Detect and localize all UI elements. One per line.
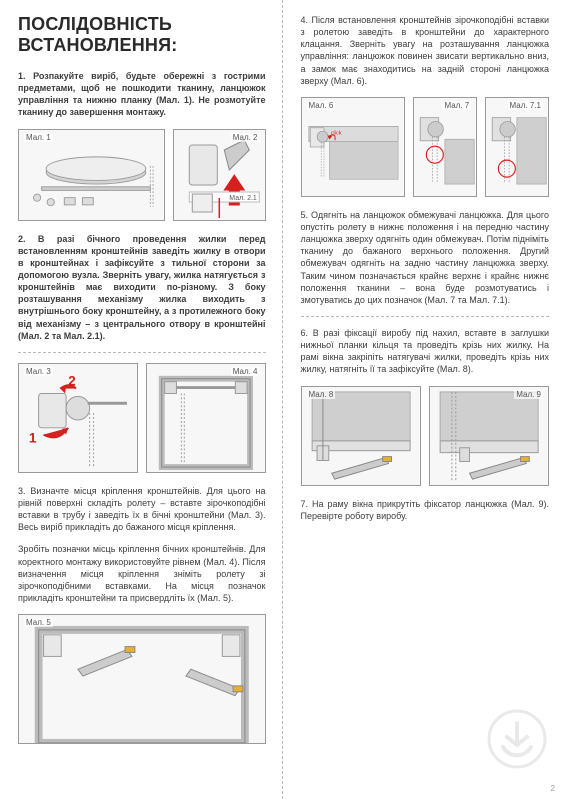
figure-2: Мал. 2 Мал. 2.1 [173,129,266,221]
figure-7-1-label: Мал. 7.1 [508,101,543,110]
right-column: 4. Після встановлення кронштейнів зірочк… [283,0,565,799]
left-column: ПОСЛІДОВНІСТЬ ВСТАНОВЛЕННЯ: 1. Розпакуйт… [0,0,283,799]
figure-5: Мал. 5 [18,614,266,744]
figure-6-label: Мал. 6 [307,101,336,110]
figure-8-label: Мал. 8 [307,390,336,399]
figure-7-1: Мал. 7.1 [485,97,549,197]
divider-left-1 [18,352,266,353]
page-number: 2 [551,784,555,793]
figure-row-5: Мал. 8 Мал. 9 [301,386,550,486]
figure-3-label: Мал. 3 [24,367,53,376]
step-2-text: 2. В разі бічного проведення жилки перед… [18,233,266,342]
step-1-text: 1. Розпакуйте виріб, будьте обережні з г… [18,70,266,119]
figure-8: Мал. 8 [301,386,421,486]
figure-7-label: Мал. 7 [442,101,471,110]
figure-1-label: Мал. 1 [24,133,53,142]
figure-9-label: Мал. 9 [514,390,543,399]
svg-text:click: click [330,130,341,136]
figure-9: Мал. 9 [429,386,549,486]
svg-text:1: 1 [29,430,37,445]
figure-6: Мал. 6 click [301,97,406,197]
figure-2-label: Мал. 2 [231,133,260,142]
watermark-icon [487,709,547,769]
figure-row-2: Мал. 3 1 2 Мал. 4 [18,363,266,473]
step-4-text: 4. Після встановлення кронштейнів зірочк… [301,14,550,87]
step-5-text: 5. Одягніть на ланцюжок обмежувачі ланцю… [301,209,550,306]
page-title: ПОСЛІДОВНІСТЬ ВСТАНОВЛЕННЯ: [18,14,266,56]
svg-text:Мал. 2.1: Мал. 2.1 [229,195,257,202]
divider-right-1 [301,316,550,317]
figure-3: Мал. 3 1 2 [18,363,138,473]
figure-1: Мал. 1 [18,129,165,221]
figure-5-label: Мал. 5 [24,618,53,627]
figure-4-label: Мал. 4 [231,367,260,376]
figure-4: Мал. 4 [146,363,266,473]
figure-row-1: Мал. 1 Мал. 2 [18,129,266,221]
figure-row-4: Мал. 6 click Мал. 7 [301,97,550,197]
step-6-text: 6. В разі фіксації виробу під нахил, вст… [301,327,550,376]
step-3a-text: 3. Визначте місця кріплення кронштейнів.… [18,485,266,534]
figure-7: Мал. 7 [413,97,477,197]
step-3b-text: Зробіть позначки місць кріплення бічних … [18,543,266,604]
step-7-text: 7. На раму вікна прикрутіть фіксатор лан… [301,498,550,522]
figure-row-3: Мал. 5 [18,614,266,744]
